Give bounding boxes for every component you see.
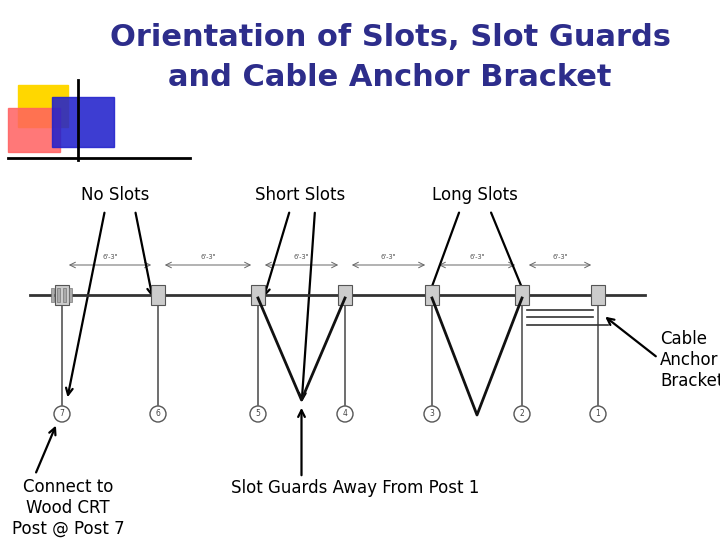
Bar (8, 108, 60, 152)
Bar (52, 97, 114, 147)
Text: 6'-3": 6'-3" (552, 254, 568, 260)
Text: 6'-3": 6'-3" (200, 254, 216, 260)
Bar (69, 288, 72, 302)
Text: Cable
Anchor
Bracket: Cable Anchor Bracket (660, 330, 720, 390)
Text: No Slots: No Slots (81, 186, 149, 204)
Text: Long Slots: Long Slots (432, 186, 518, 204)
Bar (63, 288, 66, 302)
Text: Orientation of Slots, Slot Guards: Orientation of Slots, Slot Guards (109, 24, 670, 52)
Bar (55, 285, 69, 305)
Bar (338, 285, 352, 305)
Text: 6: 6 (156, 409, 161, 418)
Text: 1: 1 (595, 409, 600, 418)
Text: 5: 5 (256, 409, 261, 418)
Text: 4: 4 (343, 409, 348, 418)
Text: 3: 3 (430, 409, 434, 418)
Text: Slot Guards Away From Post 1: Slot Guards Away From Post 1 (231, 479, 480, 497)
Bar (515, 285, 529, 305)
Text: and Cable Anchor Bracket: and Cable Anchor Bracket (168, 64, 612, 92)
Bar (51, 288, 54, 302)
Bar (151, 285, 165, 305)
Bar (425, 285, 439, 305)
Bar (251, 285, 265, 305)
Bar (57, 288, 60, 302)
Text: Short Slots: Short Slots (255, 186, 345, 204)
Bar (18, 85, 68, 127)
Text: 6'-3": 6'-3" (102, 254, 118, 260)
Text: 6'-3": 6'-3" (381, 254, 396, 260)
Text: 2: 2 (520, 409, 524, 418)
Text: Connect to
Wood CRT
Post @ Post 7: Connect to Wood CRT Post @ Post 7 (12, 478, 125, 538)
Text: 6'-3": 6'-3" (294, 254, 310, 260)
Text: 6'-3": 6'-3" (469, 254, 485, 260)
Text: 7: 7 (60, 409, 64, 418)
Bar (591, 285, 605, 305)
